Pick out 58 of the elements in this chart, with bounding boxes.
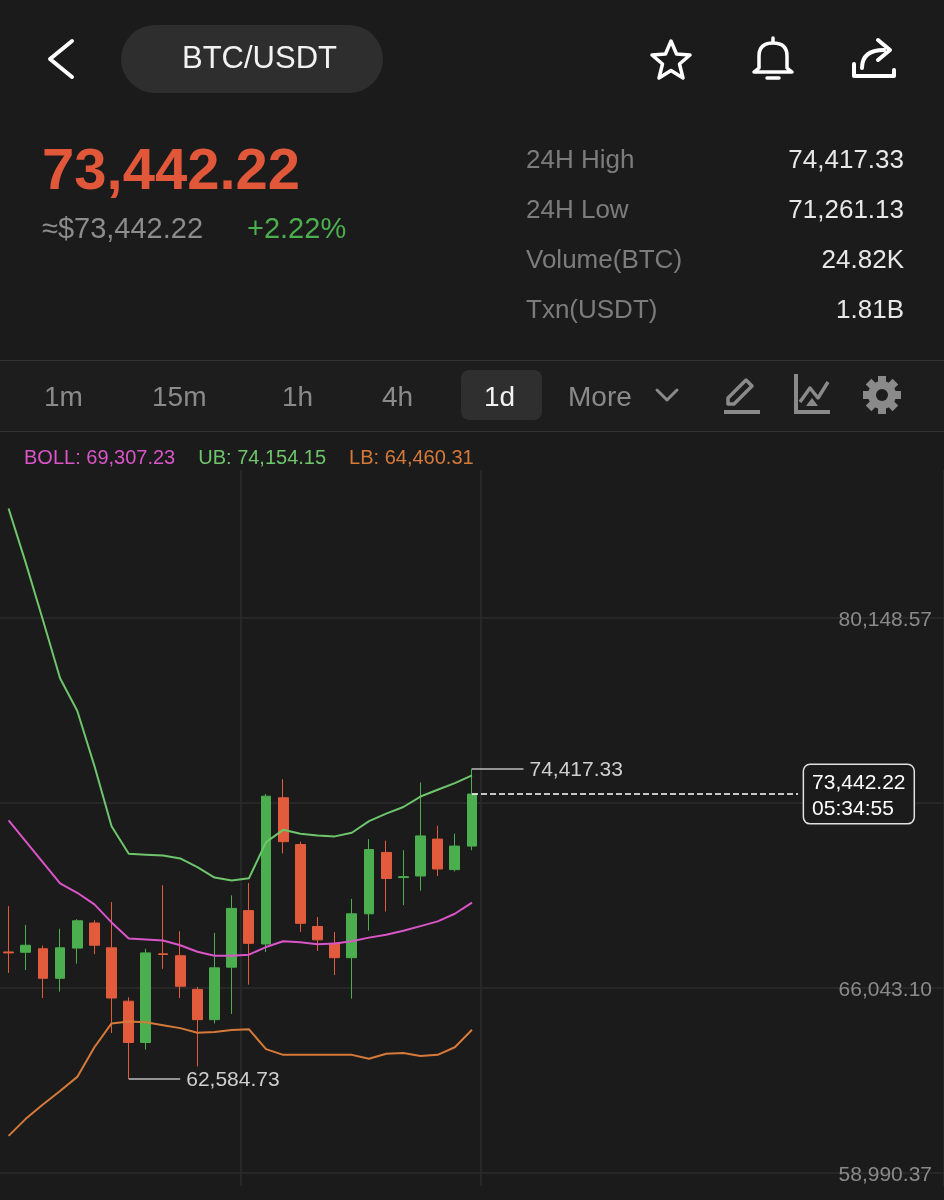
line-series [7, 507, 473, 882]
text: BOLL: 69,307.23 [24, 446, 176, 468]
text: 24H High [526, 144, 635, 175]
candlestick [243, 882, 254, 986]
y-tick-label: 80,148.57 [838, 606, 932, 630]
annotation: 74,417.33 [529, 757, 623, 781]
text: 4h [382, 381, 414, 413]
candlestick [3, 905, 14, 974]
text: 1h [282, 381, 314, 413]
chart-subtitle: 73,442.22 [42, 135, 301, 202]
candlestick [415, 782, 426, 892]
line-series [7, 819, 473, 957]
candlestick [312, 916, 323, 952]
text: 74,417.33 [788, 144, 904, 175]
candlestick [381, 840, 392, 913]
candlestick [261, 793, 271, 953]
text: Volume(BTC) [526, 244, 683, 275]
text: 1m [44, 381, 83, 413]
candlestick [295, 841, 306, 933]
candlestick [346, 898, 357, 1000]
candlestick [72, 918, 83, 965]
candlestick [226, 894, 237, 1015]
text: 15m [152, 381, 207, 413]
text: 1.81B [836, 294, 904, 325]
text: 24.82K [821, 244, 904, 275]
candlestick [89, 919, 100, 955]
candlestick [140, 948, 151, 1051]
candlestick [467, 768, 477, 851]
text: Txn(USDT) [526, 294, 658, 325]
line-series [7, 1020, 473, 1137]
text: ≈$73,442.22 [42, 212, 204, 245]
text: UB: 74,154.15 [198, 446, 327, 468]
text: 71,261.13 [788, 194, 904, 225]
candlestick [38, 945, 48, 999]
annotation: 62,584.73 [186, 1067, 280, 1091]
candlestick [432, 825, 443, 877]
candlestick [123, 996, 134, 1080]
text: +2.22% [247, 212, 347, 245]
text: 1d [484, 381, 516, 413]
chart-title: BTC/USDT [182, 40, 337, 76]
candlestick [209, 932, 220, 1024]
text: More [568, 381, 632, 413]
candlestick [106, 901, 117, 1034]
candlestick [192, 986, 203, 1067]
candlestick [364, 838, 374, 932]
text: 24H Low [526, 194, 629, 225]
candlestick [158, 884, 168, 970]
candlestick [398, 849, 409, 906]
candlestick [449, 833, 460, 873]
candlestick [175, 930, 186, 999]
text: LB: 64,460.31 [349, 446, 474, 468]
candlestick [20, 924, 31, 971]
candlestick [278, 778, 289, 854]
y-tick-label: 66,043.10 [838, 976, 932, 1000]
candlestick [55, 928, 65, 993]
ref-line-label: 73,442.22 05:34:55 [812, 769, 906, 819]
y-tick-label: 58,990.37 [838, 1161, 932, 1185]
candlestick [329, 931, 340, 976]
